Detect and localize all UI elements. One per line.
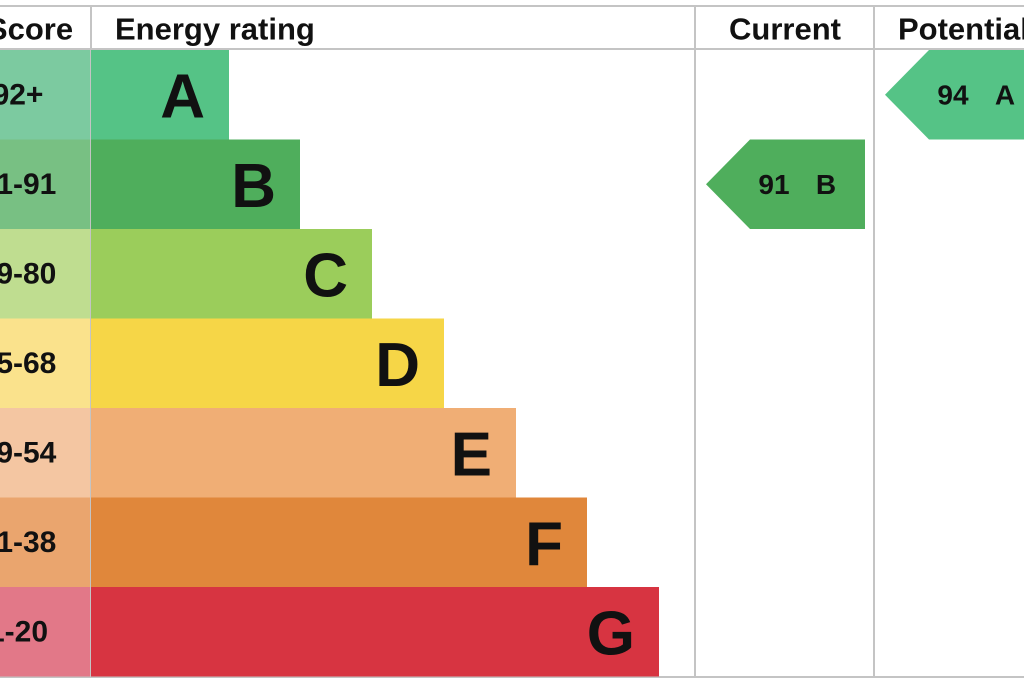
rating-bar — [91, 50, 229, 140]
potential-letter: A — [995, 79, 1015, 110]
header-current: Current — [729, 12, 841, 47]
score-cell — [0, 497, 90, 587]
current-letter: B — [816, 169, 836, 200]
score-label: 92+ — [0, 78, 43, 111]
rating-bar — [91, 139, 300, 229]
score-label: 81-91 — [0, 168, 56, 201]
score-label: 69-80 — [0, 257, 56, 290]
rating-letter: A — [160, 62, 205, 131]
score-label: 39-54 — [0, 436, 57, 469]
rating-bar — [91, 587, 659, 677]
header-rating: Energy rating — [115, 12, 315, 47]
rating-letter: F — [525, 510, 563, 579]
rating-letter: D — [375, 331, 420, 400]
rating-bar — [91, 229, 372, 319]
header-potential: Potential — [898, 12, 1024, 47]
score-cell — [0, 139, 90, 229]
score-cell — [0, 50, 90, 140]
header-score: Score — [0, 12, 73, 47]
rating-bar — [91, 408, 516, 498]
score-cell — [0, 229, 90, 319]
rating-bar — [91, 318, 444, 408]
rating-letter: G — [587, 599, 635, 668]
score-cell — [0, 318, 90, 408]
rating-letter: E — [451, 420, 492, 489]
score-label: 21-38 — [0, 526, 56, 559]
current-value: 91 — [758, 169, 789, 200]
score-cell — [0, 408, 90, 498]
score-cell — [0, 587, 90, 677]
potential-arrow — [885, 50, 1024, 140]
current-arrow — [706, 139, 865, 229]
potential-value: 94 — [937, 79, 969, 110]
rating-letter: B — [231, 152, 276, 221]
score-label: 1-20 — [0, 615, 48, 648]
rating-bar — [91, 497, 587, 587]
rating-letter: C — [303, 241, 348, 310]
score-label: 55-68 — [0, 347, 56, 380]
